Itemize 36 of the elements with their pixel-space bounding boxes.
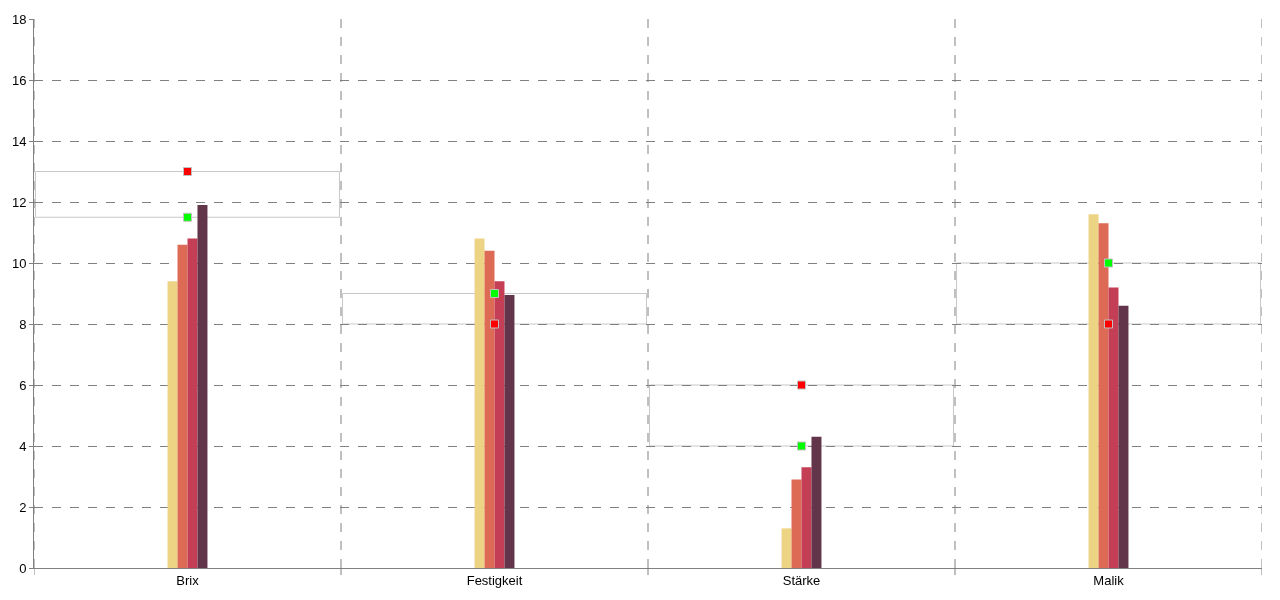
bar [474,238,485,568]
bar [1118,305,1129,568]
bar [801,467,812,568]
bar [197,205,208,568]
point [183,212,192,222]
bar [177,244,188,568]
y-tick-label: 14 [11,133,27,149]
bar [167,281,178,568]
y-tick-label: 4 [19,438,27,454]
x-tick-label: Malik [1093,572,1125,588]
point [490,319,499,329]
y-tick-label: 8 [19,316,27,332]
point [490,289,499,298]
x-tick-label: Stärke [782,572,821,588]
bar [484,250,495,568]
bar [1088,214,1099,568]
y-tick-label: 18 [11,11,27,27]
bar [1098,223,1109,568]
bar [781,528,792,568]
point [1104,319,1113,329]
y-tick-label: 2 [19,499,27,515]
bar [791,479,802,568]
x-tick-label: Festigkeit [466,572,523,588]
x-tick-label: Brix [176,572,200,588]
y-tick-label: 10 [11,255,27,271]
y-tick-label: 0 [19,560,27,576]
y-tick-label: 16 [11,72,27,88]
bar [187,238,198,568]
y-tick-label: 6 [19,377,27,393]
bar [811,436,822,568]
bar [504,295,515,568]
point [797,441,806,451]
point [183,167,192,176]
y-tick-label: 12 [11,194,27,210]
point [797,380,806,390]
point [1104,258,1113,268]
